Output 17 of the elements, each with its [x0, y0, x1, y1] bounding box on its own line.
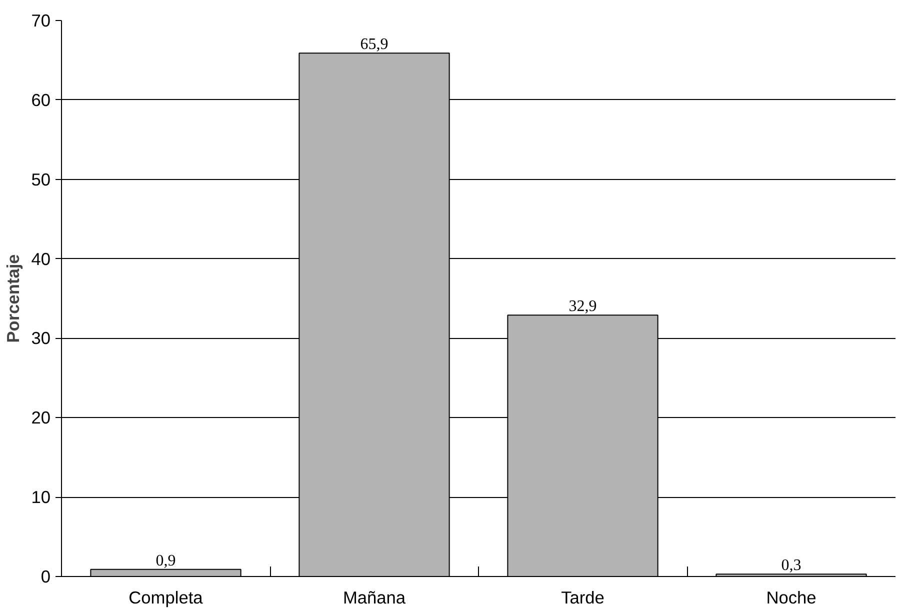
data-label: 65,9 — [360, 36, 388, 54]
y-tick-label: 30 — [31, 328, 51, 348]
x-tick-label: Tarde — [561, 588, 604, 608]
x-tick-label: Completa — [128, 588, 204, 608]
data-label: 32,9 — [568, 298, 597, 316]
y-tick-label: 70 — [31, 10, 51, 30]
y-axis-title: Porcentaje — [3, 254, 24, 343]
y-tick-label: 40 — [31, 248, 51, 269]
y-tick-label: 60 — [31, 90, 51, 110]
data-label: 0,9 — [156, 552, 176, 570]
x-tick-label: Noche — [766, 588, 816, 608]
x-tick-label: Mañana — [342, 588, 406, 608]
data-label: 0,3 — [781, 557, 802, 574]
y-tick-label: 50 — [31, 169, 51, 190]
y-tick-label: 20 — [31, 408, 51, 428]
y-tick-label: 10 — [31, 487, 51, 508]
y-tick-label: 0 — [40, 566, 51, 586]
